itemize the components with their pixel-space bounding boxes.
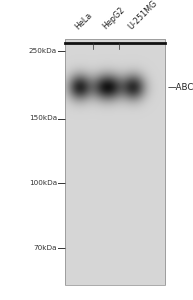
Text: 250kDa: 250kDa [29,48,57,54]
Text: 100kDa: 100kDa [29,180,57,186]
Text: 150kDa: 150kDa [29,116,57,122]
Text: U-251MG: U-251MG [126,0,158,32]
Bar [65,39,165,285]
Text: —ABCA8: —ABCA8 [168,82,193,91]
Text: HeLa: HeLa [74,11,94,32]
Text: HepG2: HepG2 [101,6,126,31]
Text: 70kDa: 70kDa [33,244,57,250]
